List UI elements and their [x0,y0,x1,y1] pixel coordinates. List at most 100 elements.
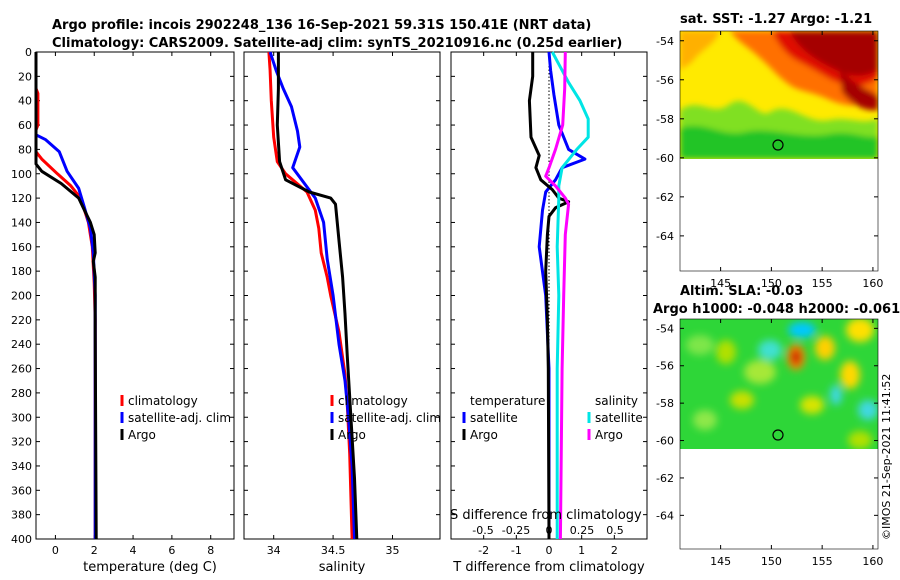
salinity-panel: 34 34.5 35 salinity climatology satellite-… [243,51,441,575]
legend-title-salinity: salinity [595,394,638,408]
y-tick-label: 380 [11,509,32,522]
x-tick-label: 2 [611,544,618,557]
y-tick-label: 20 [18,70,32,83]
s-difference-ticks: -0.5 -0.25 0 0.25 0.5 [472,524,623,537]
y-tick-label: 400 [11,533,32,546]
lon-tick-label: 160 [862,277,883,290]
lat-tick-label: -58 [656,397,674,410]
s-tick: 0.25 [570,524,595,537]
y-tick-label: 220 [11,314,32,327]
x-tick-label: 0 [546,544,553,557]
x-tick-label: 35 [385,544,399,557]
x-tick-label: 2 [91,544,98,557]
legend-label-climatology: climatology [338,394,408,408]
sst-map: sat. SST: -1.27 Argo: -1.21 -54 -56 -58 -60… [656,12,883,290]
x-tick-label: 4 [130,544,137,557]
legend-label-sal-satellite: satellite [595,411,643,425]
s-tick: -0.25 [502,524,530,537]
salinity-legend: climatology satellite-adj. clim Argo [330,394,441,442]
lat-tick-label: -64 [656,509,674,522]
temperature-axes-frame [35,51,235,540]
difference-xlabel: T difference from climatology [452,560,645,575]
sst-field [680,31,878,159]
y-tick-label: 200 [11,290,32,303]
y-tick-label: 260 [11,363,32,376]
lon-tick-label: 145 [710,277,731,290]
s-tick: 0.5 [606,524,624,537]
legend-label-sal-argo: Argo [595,428,623,442]
salinity-xlabel: salinity [319,560,366,575]
y-tick-label: 180 [11,265,32,278]
temperature-legend: climatology satellite-adj. clim Argo [120,394,231,442]
y-tick-label: 60 [18,119,32,132]
y-tick-label: 80 [18,143,32,156]
y-tick-label: 40 [18,95,32,108]
legend-label-satellite: satellite-adj. clim [128,411,231,425]
legend-label-climatology: climatology [128,394,198,408]
sst-map-frame [679,30,879,272]
argo-position-marker [772,429,784,441]
y-tick-label: 100 [11,168,32,181]
x-tick-label: 6 [168,544,175,557]
y-tick-label: 160 [11,241,32,254]
difference-legend-salinity: salinity satellite Argo [587,394,643,442]
x-tick-label: 1 [578,544,585,557]
x-tick-label: 34 [267,544,281,557]
legend-label-argo: Argo [338,428,366,442]
series-line-temperature-satellite [537,51,587,539]
difference-legend-temperature: temperature satellite Argo [462,394,545,442]
legend-label-satellite: satellite-adj. clim [338,411,441,425]
legend-title-temperature: temperature [470,394,545,408]
lat-tick-label: -54 [656,322,674,335]
lat-tick-label: -56 [656,74,674,87]
y-tick-label: 300 [11,411,32,424]
s-difference-label: S difference from climatology [450,508,642,523]
y-tick-label: 280 [11,387,32,400]
lat-tick-label: -62 [656,191,674,204]
y-tick-label: 140 [11,216,32,229]
lon-tick-label: 155 [812,555,833,568]
x-tick-label: -1 [511,544,522,557]
lon-tick-label: 160 [862,555,883,568]
sla-map-title: Altim. SLA: -0.03 [680,284,803,299]
series-line-satellite-adj-clim [268,51,356,540]
lon-tick-label: 145 [710,555,731,568]
argo-position-marker [772,139,784,151]
lat-tick-label: -60 [656,435,674,448]
lat-tick-label: -54 [656,35,674,48]
y-tick-label: 340 [11,460,32,473]
difference-panel: -2 -1 0 1 2 S difference from climatology -0… [450,51,648,575]
lon-tick-label: 150 [761,277,782,290]
x-tick-label: 34.5 [321,544,346,557]
lat-tick-label: -58 [656,113,674,126]
lat-tick-label: -62 [656,472,674,485]
legend-label-argo: Argo [128,428,156,442]
x-tick-label: 8 [207,544,214,557]
x-tick-label: -2 [478,544,489,557]
series-line-argo [275,52,359,540]
series-line-argo [34,52,98,540]
lon-tick-label: 150 [761,555,782,568]
temperature-panel: 0204060801001201401601802002202402602803… [11,46,235,575]
sla-map-subtitle: Argo h1000: -0.048 h2000: -0.061 [653,302,900,317]
s-tick: -0.5 [472,524,493,537]
s-tick: 0 [546,524,553,537]
x-tick-label: 0 [52,544,59,557]
sst-map-title: sat. SST: -1.27 Argo: -1.21 [680,12,872,27]
lat-tick-label: -64 [656,230,674,243]
copyright-stamp: ©IMOS 21-Sep-2021 11:41:52 [880,374,893,540]
lat-tick-label: -56 [656,360,674,373]
y-tick-label: 320 [11,436,32,449]
sla-map: Altim. SLA: -0.03 Argo h1000: -0.048 h20… [653,284,900,568]
y-tick-label: 0 [25,46,32,59]
sla-map-frame [679,318,879,550]
lat-tick-label: -60 [656,152,674,165]
legend-label-temp-argo: Argo [470,428,498,442]
series-line-salinity-satellite [550,51,590,539]
lon-tick-label: 155 [812,277,833,290]
y-tick-label: 120 [11,192,32,205]
sla-field [680,319,878,449]
figure-title-line2: Climatology: CARS2009. Satellite-adj cli… [52,36,622,51]
series-line-salinity-argo [544,51,571,540]
